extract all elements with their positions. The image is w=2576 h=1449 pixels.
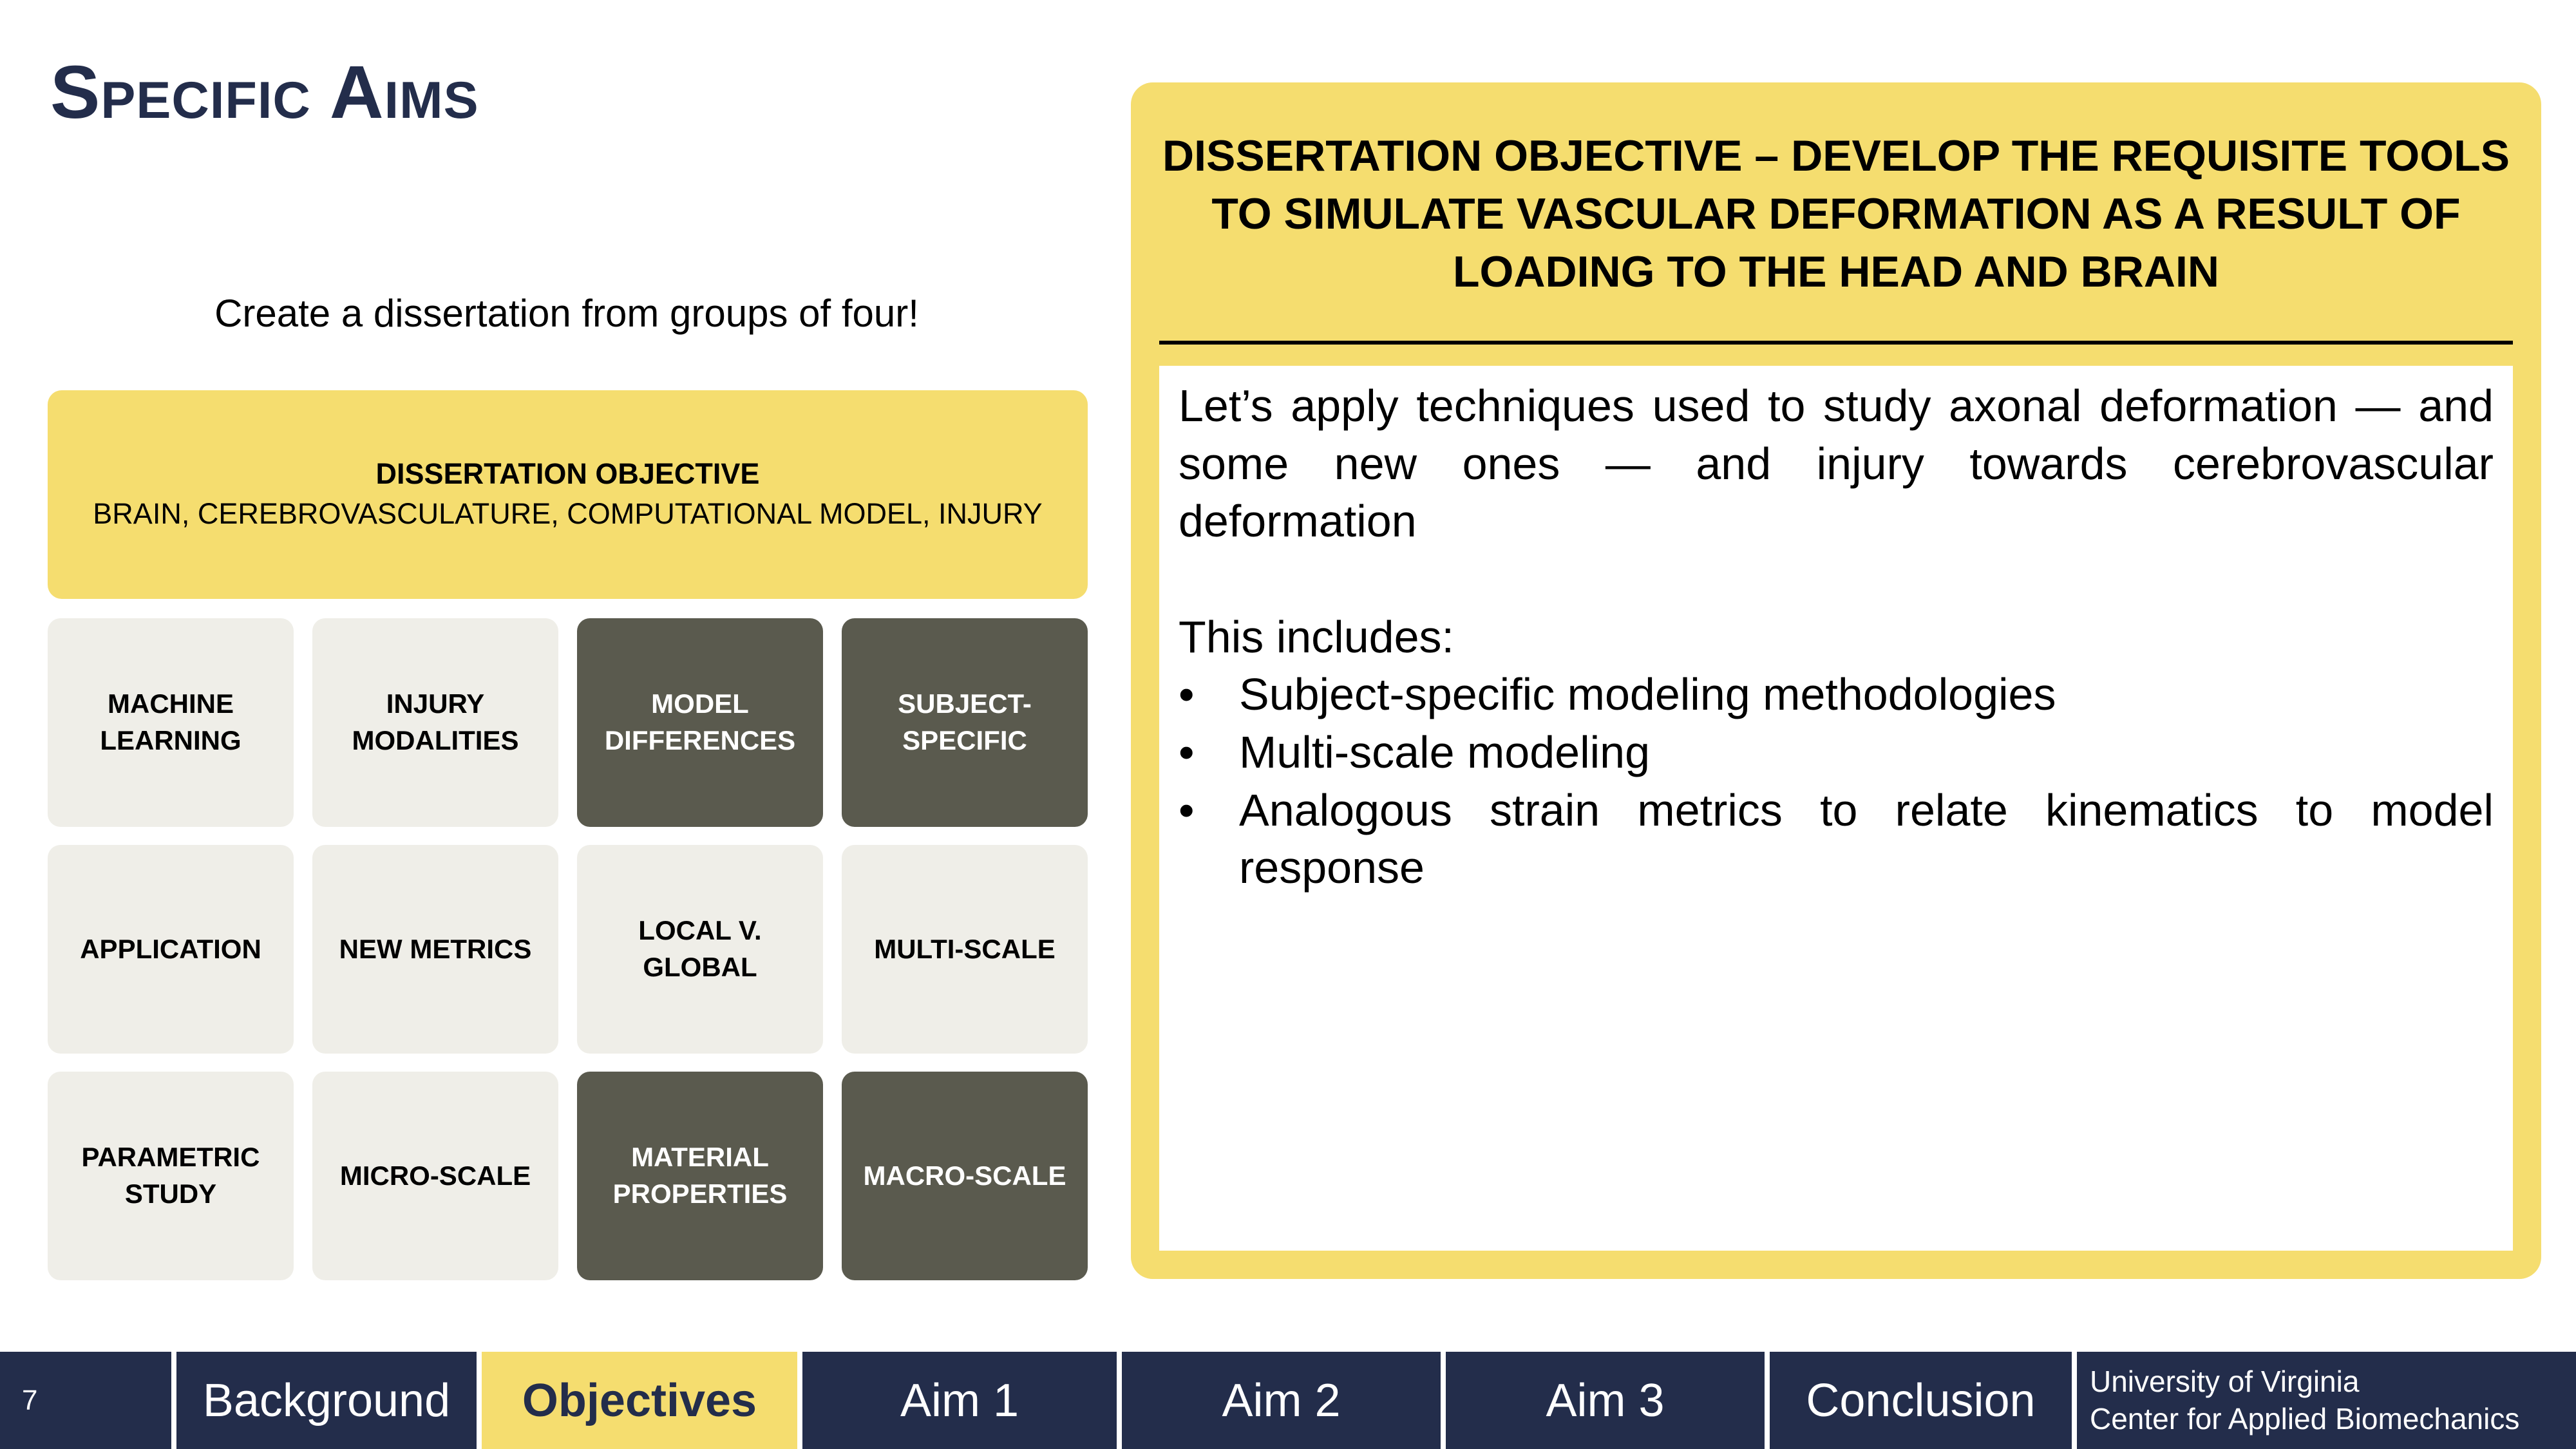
tile-label: LOCAL V. GLOBAL [638,915,762,982]
topic-tile[interactable]: MACHINE LEARNING [48,618,294,827]
tile-label: INJURY MODALITIES [352,688,519,755]
banner-heading: DISSERTATION OBJECTIVE [375,457,760,491]
list-item: • Multi-scale modeling [1179,724,2494,782]
topic-tile[interactable]: PARAMETRIC STUDY [48,1072,294,1280]
tab-objectives[interactable]: Objectives [482,1352,797,1449]
divider [1765,1352,1770,1449]
divider [797,1352,802,1449]
objective-heading: DISSERTATION OBJECTIVE – DEVELOP THE REQ… [1162,131,2510,296]
topic-tile[interactable]: APPLICATION [48,845,294,1054]
tile-label: MICRO-SCALE [339,1160,531,1191]
banner-keywords: BRAIN, CEREBROVASCULATURE, COMPUTATIONAL… [93,497,1043,530]
includes-list: • Subject-specific modeling methodologies… [1179,666,2494,896]
tab-aim-2[interactable]: Aim 2 [1222,1374,1341,1426]
list-item: • Subject-specific modeling methodologies [1179,666,2494,724]
tile-label: MODEL DIFFERENCES [604,688,796,755]
topic-tile[interactable]: INJURY MODALITIES [312,618,558,827]
tile-label: MATERIAL PROPERTIES [612,1142,788,1209]
topic-tile[interactable]: MULTI-SCALE [842,845,1088,1054]
divider [477,1352,482,1449]
tab-aim-3[interactable]: Aim 3 [1546,1374,1665,1426]
objective-panel: DISSERTATION OBJECTIVE – DEVELOP THE REQ… [1131,82,2541,1279]
topic-tile[interactable]: MACRO-SCALE [842,1072,1088,1280]
topic-tile-grid: MACHINE LEARNING INJURY MODALITIES MODEL… [48,618,1088,1280]
divider [2072,1352,2077,1449]
topic-tile[interactable]: MATERIAL PROPERTIES [577,1072,823,1280]
organization-label: University of Virginia Center for Applie… [2077,1352,2576,1449]
tile-label: MULTI-SCALE [874,933,1056,964]
tab-background[interactable]: Background [202,1374,451,1426]
tile-label: APPLICATION [80,933,261,964]
page-number: 7 [22,1384,38,1416]
list-item: • Analogous strain metrics to relate kine… [1179,782,2494,897]
divider [1117,1352,1122,1449]
org-line-1: University of Virginia [2090,1365,2360,1398]
topic-tile[interactable]: MODEL DIFFERENCES [577,618,823,827]
topic-tile[interactable]: NEW METRICS [312,845,558,1054]
org-line-2: Center for Applied Biomechanics [2090,1401,2520,1435]
bullet-icon: • [1179,784,1195,835]
slide-subtitle: Create a dissertation from groups of fou… [214,292,919,335]
bullet-icon: • [1179,726,1195,777]
bullet-icon: • [1179,669,1195,720]
dissertation-objective-banner: DISSERTATION OBJECTIVE BRAIN, CEREBROVAS… [48,390,1088,599]
tab-conclusion[interactable]: Conclusion [1806,1374,2036,1426]
objective-paragraph: Let’s apply techniques used to study axo… [1179,381,2494,547]
slide-title: Specific Aims [50,50,479,134]
topic-tile[interactable]: LOCAL V. GLOBAL [577,845,823,1054]
topic-tile[interactable]: SUBJECT-SPECIFIC [842,618,1088,827]
topic-tile[interactable]: MICRO-SCALE [312,1072,558,1280]
tile-label: NEW METRICS [339,933,532,964]
footer-nav-bar: 7 Background Objectives Aim 1 Aim 2 Aim … [0,1352,2576,1449]
tile-label: PARAMETRIC STUDY [81,1142,260,1209]
heading-divider [1159,341,2513,345]
tab-aim-1[interactable]: Aim 1 [900,1374,1019,1426]
includes-label: This includes: [1179,611,1454,662]
divider [1441,1352,1446,1449]
tile-label: SUBJECT-SPECIFIC [898,688,1032,755]
objective-body: Let’s apply techniques used to study axo… [1159,366,2513,1251]
tile-label: MACRO-SCALE [863,1160,1066,1191]
tile-label: MACHINE LEARNING [100,688,242,755]
divider [171,1352,176,1449]
